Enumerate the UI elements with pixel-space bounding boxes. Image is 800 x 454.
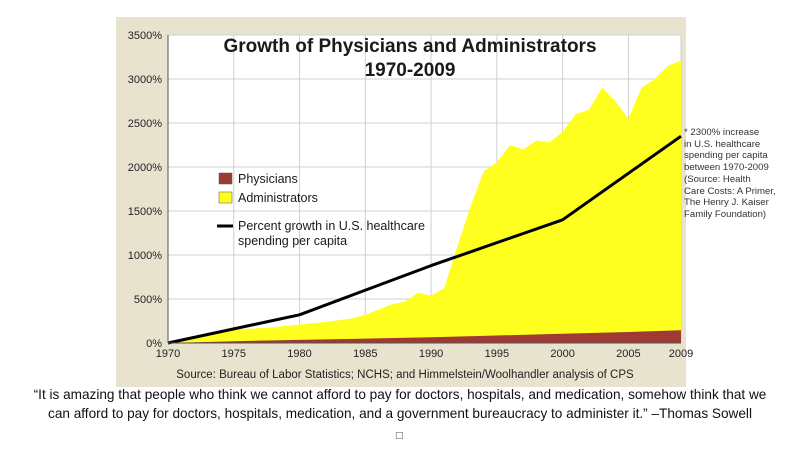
chart-title-line-1: Growth of Physicians and Administrators xyxy=(223,36,596,57)
x-tick-label: 1990 xyxy=(419,348,443,360)
x-tick-label: 2005 xyxy=(616,348,640,360)
x-tick-label: 1985 xyxy=(353,348,377,360)
annotation-line: Family Foundation) xyxy=(684,208,767,220)
area-series xyxy=(168,60,681,343)
caption-mark: □ xyxy=(395,431,404,441)
y-tick-label: 3500% xyxy=(128,30,162,42)
annotation-line: (Source: Health xyxy=(684,173,751,185)
x-tick-label: 1970 xyxy=(156,348,180,360)
annotation-line: between 1970-2009 xyxy=(684,162,769,174)
annotation-line: The Henry J. Kaiser xyxy=(684,197,769,209)
legend-swatch-administrators xyxy=(218,191,233,204)
legend-label-physicians: Physicians xyxy=(238,172,298,186)
y-tick-label: 500% xyxy=(134,294,162,306)
legend-swatch-physicians xyxy=(218,172,233,185)
quote-line-2: can afford to pay for doctors, hospitals… xyxy=(48,406,752,421)
annotation-line: Care Costs: A Primer, xyxy=(684,185,776,197)
chart-title-line-2: 1970-2009 xyxy=(365,60,456,81)
x-tick-label: 2009 xyxy=(669,348,693,360)
y-tick-label: 2000% xyxy=(128,162,162,174)
y-tick-label: 1000% xyxy=(128,250,162,262)
legend-label-administrators: Administrators xyxy=(238,191,318,205)
y-tick-label: 3000% xyxy=(128,74,162,86)
x-tick-labels: 1970 1975 1980 1985 1990 1995 2000 2005 2009 xyxy=(156,348,693,360)
y-tick-label: 1500% xyxy=(128,206,162,218)
annotation-line: in U.S. healthcare xyxy=(684,138,761,150)
spending-annotation: * 2300% increase in U.S. healthcare spen… xyxy=(684,127,796,221)
sowell-quote: “It is amazing that people who think we … xyxy=(0,385,800,423)
area-physicians xyxy=(168,330,681,343)
legend-label-spending-line-1: Percent growth in U.S. healthcare xyxy=(238,219,425,233)
legend-label-spending-line-2: spending per capita xyxy=(238,234,347,248)
y-tick-label: 2500% xyxy=(128,118,162,130)
legend: Physicians Administrators Percent growth… xyxy=(217,172,425,248)
annotation-line: spending per capita xyxy=(684,150,768,162)
quote-line-1: “It is amazing that people who think we … xyxy=(33,387,767,402)
line-series xyxy=(167,134,682,345)
y-tick-label: 0% xyxy=(146,338,162,350)
x-tick-label: 1975 xyxy=(222,348,246,360)
line-percent-growth-in-u-s-healthcare-spending-per-capita xyxy=(167,134,682,345)
chart-source: Source: Bureau of Labor Statistics; NCHS… xyxy=(176,369,634,381)
x-tick-label: 1980 xyxy=(287,348,311,360)
y-tick-labels: 0% 500% 1000% 1500% 2000% 2500% 3000% 3500% xyxy=(128,30,162,350)
annotation-line: * 2300% increase xyxy=(684,127,760,138)
x-tick-label: 2000 xyxy=(550,348,574,360)
x-tick-label: 1995 xyxy=(485,348,509,360)
area-administrators xyxy=(168,60,681,343)
